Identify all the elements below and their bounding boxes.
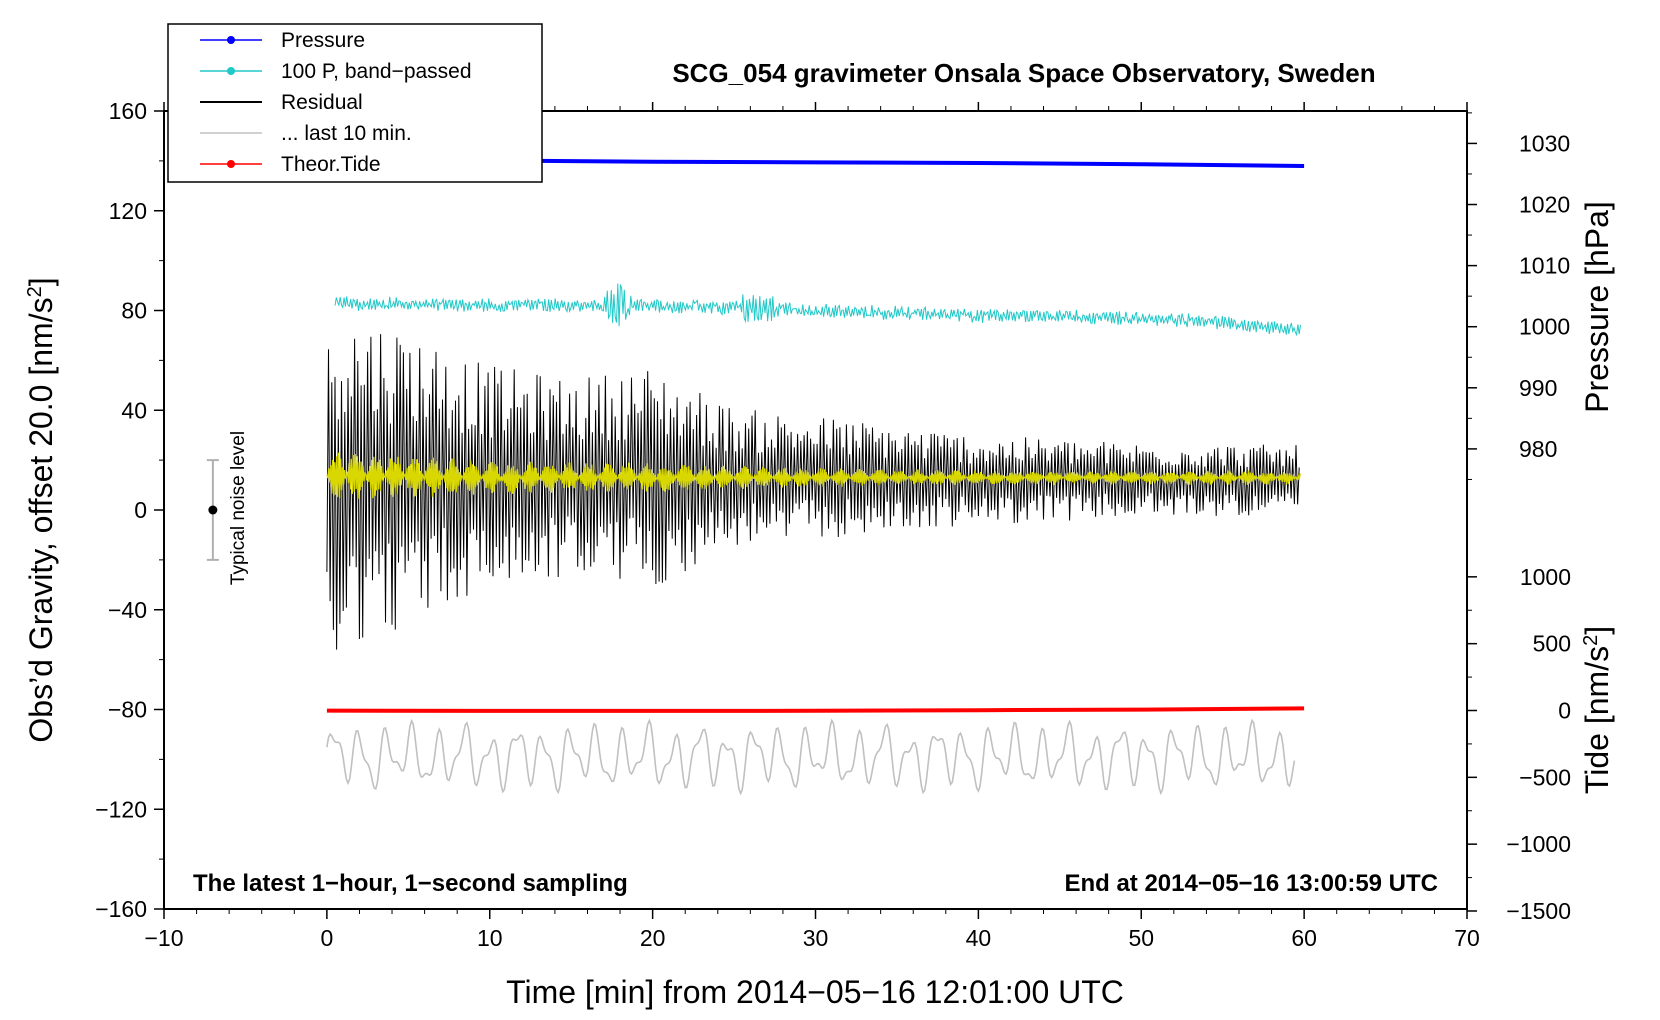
pressure-tick-label: 1010	[1519, 253, 1570, 279]
series-theoretical-tide-line	[326, 706, 1305, 713]
x-tick-label: 0	[320, 925, 333, 951]
tide-tick-label: 1000	[1520, 564, 1571, 590]
pressure-tick-label: 990	[1519, 375, 1557, 401]
y-tick-label-left: 40	[121, 397, 147, 423]
noise-bar-center-dot	[208, 505, 218, 515]
x-tick-label: −10	[144, 925, 183, 951]
annotation-end-time: End at 2014−05−16 13:00:59 UTC	[1064, 870, 1438, 897]
y-axis-title-left: Obs’d Gravity, offset 20.0 [nm/s2]	[23, 277, 59, 742]
y-tick-label-left: 80	[121, 298, 147, 324]
x-tick-label: 70	[1454, 925, 1480, 951]
series-filtered-yellow-line	[326, 452, 1301, 499]
y-tick-label-left: −80	[108, 697, 147, 723]
legend-marker	[227, 36, 235, 44]
y-axis-title-pressure: Pressure [hPa]	[1579, 201, 1615, 413]
legend-entries: Pressure 100 P, band−passed Residual ... la…	[200, 29, 472, 176]
x-tick-label: 60	[1291, 925, 1317, 951]
tide-tick-label: 500	[1533, 631, 1571, 657]
y-tick-label-left: −160	[95, 896, 147, 922]
y-tick-label-left: −120	[95, 796, 147, 822]
tide-tick-label: −1000	[1506, 831, 1571, 857]
noise-level-indicator: Typical noise level	[206, 431, 249, 585]
pressure-tick-label: 980	[1519, 436, 1557, 462]
y-tick-label-left: 160	[109, 98, 147, 124]
x-tick-label: 10	[477, 925, 503, 951]
legend: Pressure 100 P, band−passed Residual ... la…	[167, 23, 543, 183]
y-tick-label-left: 120	[109, 198, 147, 224]
legend-label: 100 P, band−passed	[281, 60, 472, 83]
series-band-passed-pressure-line	[334, 283, 1301, 337]
x-tick-label: 30	[803, 925, 829, 951]
series-layer	[326, 157, 1305, 796]
x-tick-label: 40	[966, 925, 992, 951]
tide-tick-label: −500	[1519, 764, 1571, 790]
y-axis-title-tide: Tide [nm/s2]	[1579, 626, 1615, 794]
x-axis-title: Time [min] from 2014−05−16 12:01:00 UTC	[506, 974, 1124, 1010]
legend-label: ... last 10 min.	[281, 122, 412, 145]
y-tick-label-left: 0	[134, 497, 147, 523]
pressure-tick-label: 1020	[1519, 192, 1570, 218]
pressure-tick-label: 1030	[1519, 130, 1570, 156]
noise-level-label: Typical noise level	[228, 431, 249, 585]
pressure-tick-label: 1000	[1519, 314, 1570, 340]
x-tick-label: 50	[1128, 925, 1154, 951]
legend-label: Theor.Tide	[281, 153, 381, 176]
legend-label: Pressure	[281, 29, 365, 52]
annotation-sampling: The latest 1−hour, 1−second sampling	[193, 870, 628, 897]
y-tick-label-left: −40	[108, 597, 147, 623]
x-tick-label: 20	[640, 925, 666, 951]
legend-marker	[227, 160, 235, 168]
tide-tick-label: 0	[1558, 697, 1571, 723]
tide-tick-label: −1500	[1506, 898, 1571, 924]
axes-layer: −10 0 10 20 30 40 50 60 7016012080400−40−80−120−…	[95, 98, 1571, 951]
legend-marker	[227, 67, 235, 75]
legend-label: Residual	[281, 91, 363, 114]
chart-title: SCG_054 gravimeter Onsala Space Observat…	[672, 58, 1375, 88]
series-last-10-min-line	[326, 718, 1296, 796]
